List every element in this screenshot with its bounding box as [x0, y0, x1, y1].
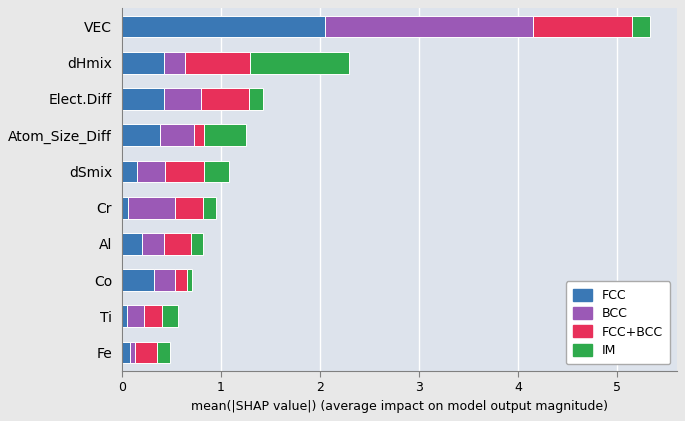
Bar: [203, 197, 216, 218]
Bar: [144, 306, 162, 327]
Bar: [142, 233, 164, 255]
Bar: [127, 306, 144, 327]
Bar: [157, 342, 171, 363]
X-axis label: mean(|SHAP value|) (average impact on model output magnitude): mean(|SHAP value|) (average impact on mo…: [191, 400, 608, 413]
Bar: [164, 160, 204, 182]
Bar: [201, 88, 249, 110]
Bar: [175, 269, 187, 291]
Bar: [122, 88, 164, 110]
Bar: [122, 16, 325, 37]
Bar: [187, 269, 192, 291]
Bar: [204, 124, 246, 146]
Bar: [130, 342, 135, 363]
Bar: [122, 124, 160, 146]
Bar: [122, 52, 164, 74]
Bar: [122, 269, 153, 291]
Bar: [135, 342, 157, 363]
Bar: [250, 52, 349, 74]
Bar: [122, 160, 137, 182]
Bar: [186, 52, 250, 74]
Bar: [249, 88, 262, 110]
Bar: [122, 342, 130, 363]
Legend: FCC, BCC, FCC+BCC, IM: FCC, BCC, FCC+BCC, IM: [566, 282, 671, 365]
Bar: [164, 233, 191, 255]
Bar: [164, 52, 186, 74]
Bar: [162, 306, 178, 327]
Bar: [204, 160, 229, 182]
Bar: [122, 233, 142, 255]
Bar: [191, 233, 203, 255]
Bar: [122, 197, 128, 218]
Bar: [195, 124, 204, 146]
Bar: [533, 16, 632, 37]
Bar: [137, 160, 164, 182]
Bar: [122, 306, 127, 327]
Bar: [175, 197, 203, 218]
Bar: [128, 197, 175, 218]
Bar: [632, 16, 650, 37]
Bar: [164, 88, 201, 110]
Bar: [325, 16, 533, 37]
Bar: [153, 269, 175, 291]
Bar: [160, 124, 195, 146]
